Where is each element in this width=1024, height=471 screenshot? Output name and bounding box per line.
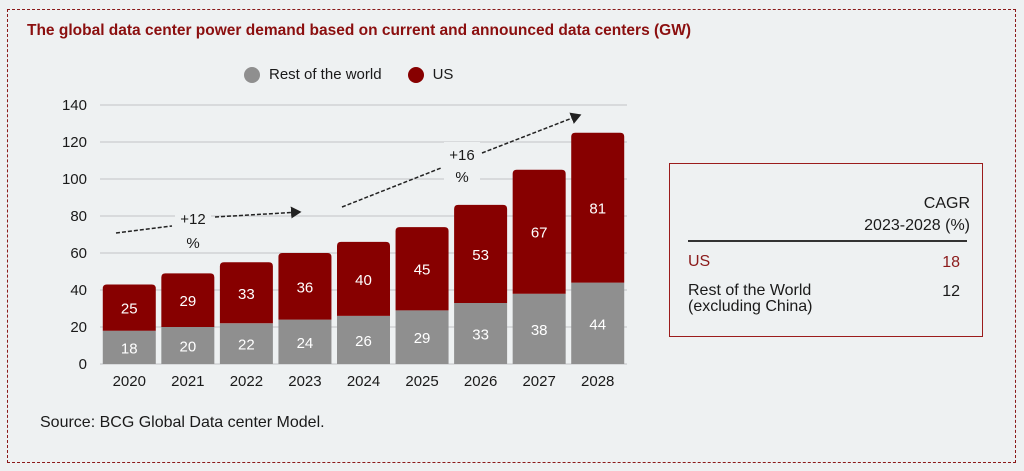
bar-segment-us [219, 262, 273, 324]
cagr-arrow-icon [214, 206, 302, 219]
data-label: 29 [179, 293, 196, 310]
bar-segment-rest-of-the-world [161, 327, 215, 364]
data-label: 29 [414, 330, 431, 347]
y-tick-label: 80 [70, 208, 87, 225]
bar-segment-rest-of-the-world [102, 330, 156, 364]
data-label: 81 [589, 201, 606, 218]
y-tick-label: 40 [70, 282, 87, 299]
cagr-arrow-icon [481, 112, 582, 154]
chart-frame [7, 9, 1016, 463]
legend-label: US [432, 66, 454, 83]
bar-segment-rest-of-the-world [219, 323, 273, 364]
annotation-background [444, 142, 480, 186]
cagr-arrow-segment [115, 225, 173, 234]
data-label: 24 [297, 335, 314, 352]
cagr-annotation-unit: % [455, 169, 468, 186]
bar-segment-rest-of-the-world [395, 310, 449, 364]
cagr-header-period: 2023-2028 (%) [864, 217, 970, 234]
bar-segment-us [102, 284, 156, 331]
cagr-row-label: US [688, 253, 711, 270]
data-label: 53 [472, 247, 489, 264]
data-label: 40 [355, 272, 372, 289]
cagr-row-label: Rest of the World (excluding China) [688, 283, 813, 315]
bar-segment-us [337, 241, 390, 316]
bar-segment-us [512, 169, 566, 294]
chart-title: The global data center power demand base… [27, 22, 692, 39]
bar-segment-us [454, 204, 508, 303]
x-tick-label: 2025 [405, 373, 438, 390]
cagr-row-label-line1: Rest of the World [688, 282, 812, 299]
cagr-table: CAGR 2023-2028 (%) US 18 Rest of the Wor… [669, 163, 983, 337]
cagr-annotation-unit: % [186, 235, 199, 252]
y-tick-label: 60 [70, 245, 87, 262]
data-label: 33 [472, 326, 489, 343]
y-tick-label: 120 [62, 134, 87, 151]
bar-segment-rest-of-the-world [278, 319, 332, 364]
cagr-annotation-value: +12 [180, 211, 205, 228]
cagr-row-value: 12 [942, 283, 960, 300]
y-tick-label: 20 [70, 319, 87, 336]
cagr-header: CAGR 2023-2028 (%) [864, 193, 970, 237]
x-tick-label: 2020 [113, 373, 146, 390]
data-label: 26 [355, 333, 372, 350]
data-label: 20 [179, 339, 196, 356]
bar-segment-rest-of-the-world [454, 302, 508, 364]
legend-item-us: US [407, 66, 454, 83]
cagr-annotation-value: +16 [449, 147, 474, 164]
data-label: 38 [531, 322, 548, 339]
bar-segment-us [278, 253, 332, 320]
data-label: 33 [238, 286, 255, 303]
x-tick-label: 2024 [347, 373, 380, 390]
chart-legend: Rest of the world US [244, 66, 479, 83]
bar-segment-rest-of-the-world [337, 315, 390, 364]
cagr-header-title: CAGR [923, 195, 970, 212]
cagr-row-value: 18 [942, 254, 960, 271]
x-tick-label: 2021 [171, 373, 204, 390]
cagr-row-rest-of-world: Rest of the World (excluding China) 12 [688, 283, 960, 315]
bar-segment-rest-of-the-world [571, 282, 625, 364]
bar-segment-rest-of-the-world [512, 293, 566, 364]
y-tick-label: 100 [62, 171, 87, 188]
legend-swatch-rest-of-world [244, 66, 260, 83]
bar-segment-us [571, 132, 625, 283]
x-tick-label: 2023 [288, 373, 321, 390]
cagr-row-us: US 18 [688, 254, 960, 271]
bar-segment-us [161, 273, 215, 327]
data-label: 36 [297, 279, 314, 296]
legend-item-rest-of-world: Rest of the world [244, 66, 382, 83]
cagr-arrow-segment [341, 167, 442, 208]
cagr-row-label-line2: (excluding China) [688, 298, 813, 315]
data-label: 18 [121, 340, 138, 357]
x-tick-label: 2022 [230, 373, 263, 390]
y-tick-label: 140 [62, 97, 87, 114]
annotation-background [175, 207, 211, 251]
legend-swatch-us [407, 66, 424, 83]
x-tick-label: 2028 [581, 373, 614, 390]
cagr-header-rule [688, 240, 967, 242]
legend-label: Rest of the world [269, 66, 382, 83]
bar-segment-us [395, 227, 449, 311]
data-label: 44 [589, 316, 606, 333]
source-note: Source: BCG Global Data center Model. [40, 414, 325, 431]
x-tick-label: 2026 [464, 373, 497, 390]
data-label: 67 [531, 225, 548, 242]
data-label: 25 [121, 301, 138, 318]
data-label: 45 [414, 262, 431, 279]
data-label: 22 [238, 337, 255, 354]
x-tick-label: 2027 [522, 373, 555, 390]
y-tick-label: 0 [79, 356, 87, 373]
